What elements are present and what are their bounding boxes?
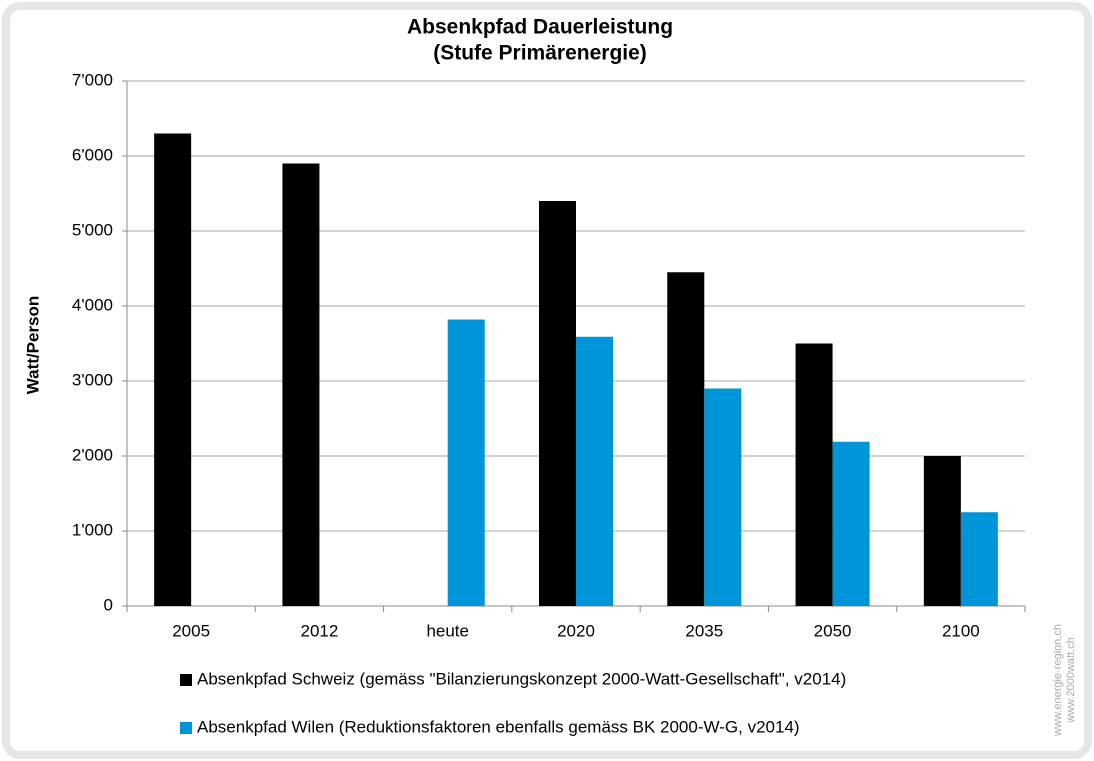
y-tick-label: 7'000: [72, 70, 113, 89]
bar: [447, 319, 485, 606]
y-tick-label: 5'000: [72, 220, 113, 239]
x-tick-label: 2100: [942, 621, 980, 640]
x-tick-label: 2005: [172, 621, 210, 640]
bar: [795, 343, 833, 606]
bar: [667, 272, 705, 606]
legend-swatch: [180, 674, 192, 686]
y-tick-label: 0: [104, 595, 113, 614]
y-tick-label: 1'000: [72, 520, 113, 539]
x-tick-label: 2050: [814, 621, 852, 640]
bar: [923, 456, 961, 606]
bar: [539, 201, 576, 606]
bar: [576, 336, 613, 606]
x-tick-label: 2020: [557, 621, 595, 640]
bar: [704, 388, 742, 606]
bar: [960, 512, 998, 606]
legend-label: Absenkpfad Schweiz (gemäss "Bilanzierung…: [197, 669, 846, 688]
annotation: www.energie-region.ch: [1052, 624, 1064, 737]
x-tick-label: 2035: [685, 621, 723, 640]
bar: [282, 163, 320, 606]
x-tick-label: 2012: [301, 621, 339, 640]
x-tick-label: heute: [426, 621, 469, 640]
y-tick-label: 3'000: [72, 370, 113, 389]
y-tick-label: 4'000: [72, 295, 113, 314]
bar: [154, 133, 192, 606]
bar: [832, 441, 870, 606]
annotation: www.2000watt.ch: [1065, 637, 1077, 724]
chart-subtitle: (Stufe Primärenergie): [433, 42, 647, 65]
y-tick-label: 6'000: [72, 145, 113, 164]
chart-title: Absenkpfad Dauerleistung: [407, 16, 673, 39]
y-tick-label: 2'000: [72, 445, 113, 464]
legend-label: Absenkpfad Wilen (Reduktionsfaktoren ebe…: [197, 717, 800, 736]
legend-swatch: [180, 722, 192, 734]
y-axis-label: Watt/Person: [23, 296, 42, 395]
